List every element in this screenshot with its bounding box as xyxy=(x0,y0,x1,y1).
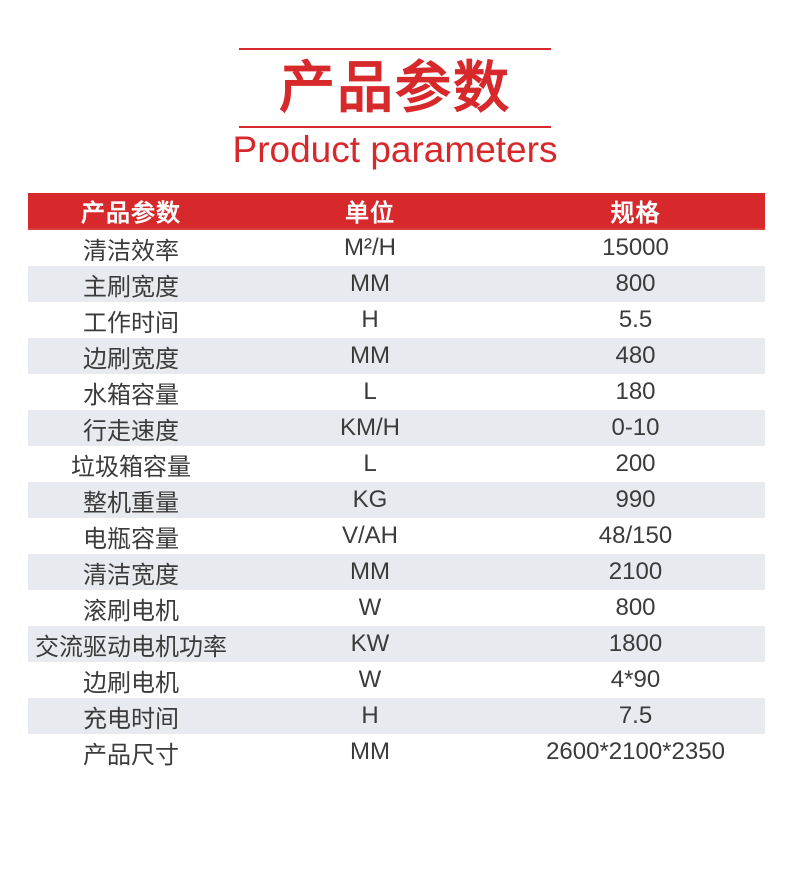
spec-table-body: 清洁效率 M²/H 15000 主刷宽度 MM 800 工作时间 H 5.5 边… xyxy=(28,229,765,770)
column-header-unit: 单位 xyxy=(234,193,506,230)
unit-cell: KW xyxy=(350,630,390,657)
parameter-cell: 清洁效率 xyxy=(83,237,179,265)
parameter-cell: 边刷宽度 xyxy=(83,345,179,373)
spec-cell: 0-10 xyxy=(611,414,660,441)
unit-cell: H xyxy=(361,306,379,333)
title-bottom-rule xyxy=(239,126,551,128)
title-top-rule xyxy=(239,48,551,50)
parameter-cell: 垃圾箱容量 xyxy=(71,453,191,481)
spec-cell: 15000 xyxy=(602,234,669,261)
page-title-en: Product parameters xyxy=(232,129,558,170)
spec-cell: 480 xyxy=(615,342,656,369)
parameter-cell: 工作时间 xyxy=(83,309,179,337)
parameter-cell: 交流驱动电机功率 xyxy=(35,633,227,661)
spec-cell: 7.5 xyxy=(618,702,653,729)
spec-cell: 48/150 xyxy=(598,522,673,549)
parameter-cell: 产品尺寸 xyxy=(83,741,179,769)
parameter-cell: 滚刷电机 xyxy=(83,597,179,625)
spec-cell: 800 xyxy=(615,594,656,621)
table-row: 行走速度 KM/H 0-10 xyxy=(28,410,765,446)
unit-cell: W xyxy=(358,594,382,621)
spec-cell: 2100 xyxy=(608,558,663,585)
parameter-cell: 行走速度 xyxy=(83,417,179,445)
unit-cell: H xyxy=(361,702,379,729)
spec-table-header-row: 产品参数 单位 规格 xyxy=(28,193,765,230)
unit-cell: MM xyxy=(350,738,390,765)
spec-cell: 200 xyxy=(615,450,656,477)
unit-cell: M²/H xyxy=(344,234,396,261)
parameter-cell: 充电时间 xyxy=(83,705,179,733)
spec-cell: 990 xyxy=(615,486,656,513)
unit-cell: L xyxy=(363,378,377,405)
table-row: 垃圾箱容量 L 200 xyxy=(28,446,765,482)
table-row: 产品尺寸 MM 2600*2100*2350 xyxy=(28,734,765,770)
parameter-cell: 清洁宽度 xyxy=(83,561,179,589)
table-row: 工作时间 H 5.5 xyxy=(28,302,765,338)
parameter-cell: 边刷电机 xyxy=(83,669,179,697)
table-row: 边刷宽度 MM 480 xyxy=(28,338,765,374)
table-row: 边刷电机 W 4*90 xyxy=(28,662,765,698)
spec-cell: 1800 xyxy=(608,630,663,657)
column-header-parameter: 产品参数 xyxy=(28,193,234,230)
table-row: 清洁宽度 MM 2100 xyxy=(28,554,765,590)
table-row: 交流驱动电机功率 KW 1800 xyxy=(28,626,765,662)
table-row: 电瓶容量 V/AH 48/150 xyxy=(28,518,765,554)
table-row: 水箱容量 L 180 xyxy=(28,374,765,410)
column-header-spec: 规格 xyxy=(506,193,765,230)
spec-cell: 4*90 xyxy=(610,666,661,693)
unit-cell: KG xyxy=(352,486,388,513)
unit-cell: MM xyxy=(350,342,390,369)
parameter-cell: 主刷宽度 xyxy=(83,273,179,301)
table-row: 主刷宽度 MM 800 xyxy=(28,266,765,302)
unit-cell: L xyxy=(363,450,377,477)
parameter-cell: 电瓶容量 xyxy=(83,525,179,553)
unit-cell: MM xyxy=(350,558,390,585)
spec-table: 产品参数 单位 规格 清洁效率 M²/H 15000 主刷宽度 MM 800 工… xyxy=(28,193,765,770)
table-row: 滚刷电机 W 800 xyxy=(28,590,765,626)
page-header: 产品参数 Product parameters xyxy=(0,0,790,172)
unit-cell: W xyxy=(358,666,382,693)
unit-cell: V/AH xyxy=(341,522,398,549)
parameter-cell: 整机重量 xyxy=(83,489,179,517)
spec-cell: 180 xyxy=(615,378,656,405)
unit-cell: KM/H xyxy=(340,414,400,441)
spec-cell: 2600*2100*2350 xyxy=(546,738,725,765)
table-row: 整机重量 KG 990 xyxy=(28,482,765,518)
parameter-cell: 水箱容量 xyxy=(83,381,179,409)
unit-cell: MM xyxy=(350,270,390,297)
spec-cell: 5.5 xyxy=(618,306,653,333)
table-row: 充电时间 H 7.5 xyxy=(28,698,765,734)
page-title-zh: 产品参数 xyxy=(279,56,511,119)
spec-table-head: 产品参数 单位 规格 xyxy=(28,193,765,230)
spec-cell: 800 xyxy=(615,270,656,297)
table-row: 清洁效率 M²/H 15000 xyxy=(28,229,765,266)
